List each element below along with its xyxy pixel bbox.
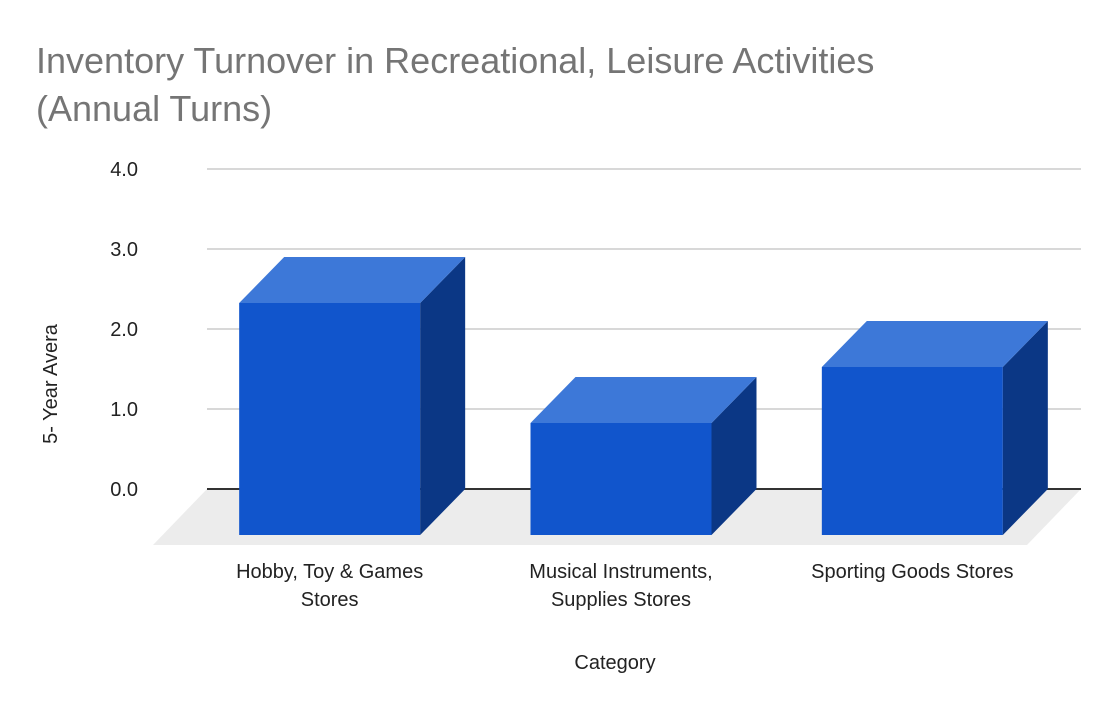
x-tick-label: Supplies Stores bbox=[551, 589, 691, 611]
y-axis-label: 5- Year Avera bbox=[40, 323, 62, 444]
bar-front-face bbox=[821, 367, 1003, 535]
x-tick-label: Stores bbox=[301, 589, 359, 611]
x-axis-label: Category bbox=[574, 652, 655, 674]
bar bbox=[821, 321, 1048, 535]
bar-side-face bbox=[1002, 321, 1048, 535]
x-tick-label: Sporting Goods Stores bbox=[811, 561, 1013, 583]
bar-side-face bbox=[711, 377, 757, 535]
bar-top-face bbox=[239, 257, 466, 303]
bar bbox=[530, 377, 757, 535]
y-tick-label: 3.0 bbox=[110, 239, 138, 261]
bar-top-face bbox=[530, 377, 757, 423]
chart-title-line-1: Inventory Turnover in Recreational, Leis… bbox=[36, 40, 875, 81]
bar bbox=[239, 257, 466, 535]
bar-top-face bbox=[821, 321, 1048, 367]
bar-side-face bbox=[420, 257, 466, 535]
y-tick-label: 4.0 bbox=[110, 159, 138, 181]
x-tick-label: Musical Instruments, bbox=[529, 561, 712, 583]
x-tick-label: Hobby, Toy & Games bbox=[236, 561, 423, 583]
bar-front-face bbox=[530, 423, 712, 535]
y-tick-label: 0.0 bbox=[110, 479, 138, 501]
chart-title-line-2: (Annual Turns) bbox=[36, 88, 273, 129]
bar-front-face bbox=[239, 303, 421, 535]
y-tick-label: 2.0 bbox=[110, 319, 138, 341]
y-tick-label: 1.0 bbox=[110, 399, 138, 421]
